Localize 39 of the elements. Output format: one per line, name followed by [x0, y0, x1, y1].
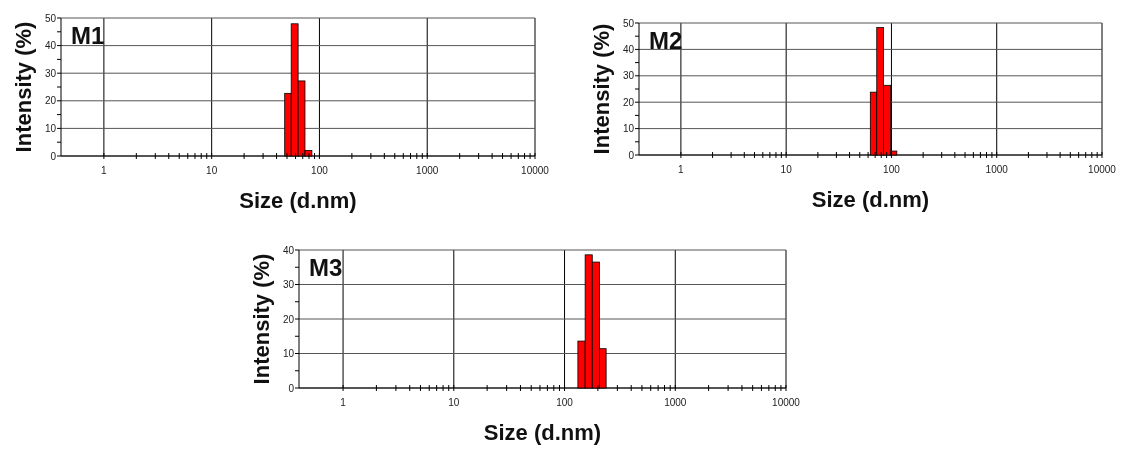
y-tick-label: 40	[282, 244, 295, 256]
y-tick-label: 40	[44, 40, 57, 52]
x-tick-label: 100	[883, 164, 901, 175]
x-axis-title: Size (d.nm)	[239, 188, 357, 213]
y-tick-label: 40	[622, 43, 635, 55]
x-tick-label: 1	[340, 397, 347, 408]
chart-title: M3	[309, 254, 343, 281]
x-tick-label: 1000	[416, 165, 439, 176]
x-tick-label: 10000	[521, 165, 550, 176]
x-tick-label: 1000	[664, 397, 687, 408]
y-tick-label: 30	[282, 279, 295, 290]
x-tick-label: 1	[101, 165, 108, 176]
y-tick-label: 30	[44, 67, 57, 79]
x-tick-label: 100	[556, 397, 574, 408]
y-tick-label: 20	[44, 95, 57, 107]
y-axis-title: Intensity (%)	[249, 253, 274, 385]
y-tick-label: 50	[622, 17, 635, 29]
y-tick-label: 20	[282, 313, 295, 325]
y-tick-label: 30	[622, 70, 635, 82]
y-tick-label: 10	[44, 122, 57, 134]
y-tick-label: 20	[622, 96, 635, 108]
x-tick-label: 10	[448, 397, 460, 408]
y-tick-label: 0	[50, 150, 57, 162]
y-tick-label: 50	[44, 12, 57, 24]
x-axis-title: Size (d.nm)	[483, 420, 602, 445]
x-tick-label: 100	[311, 165, 329, 176]
y-axis-title: Intensity (%)	[589, 23, 614, 155]
x-tick-label: 10000	[772, 397, 801, 408]
y-tick-label: 10	[282, 348, 295, 359]
y-tick-label: 10	[622, 123, 635, 135]
x-tick-label: 10	[206, 165, 218, 176]
y-tick-label: 0	[288, 382, 295, 394]
x-tick-label: 10000	[1088, 164, 1117, 175]
x-tick-label: 1	[678, 164, 685, 175]
y-axis-title: Intensity (%)	[11, 21, 36, 153]
x-tick-label: 1000	[985, 164, 1009, 175]
x-tick-label: 10	[780, 164, 793, 175]
x-axis-title: Size (d.nm)	[811, 187, 930, 212]
y-tick-label: 0	[628, 149, 635, 161]
